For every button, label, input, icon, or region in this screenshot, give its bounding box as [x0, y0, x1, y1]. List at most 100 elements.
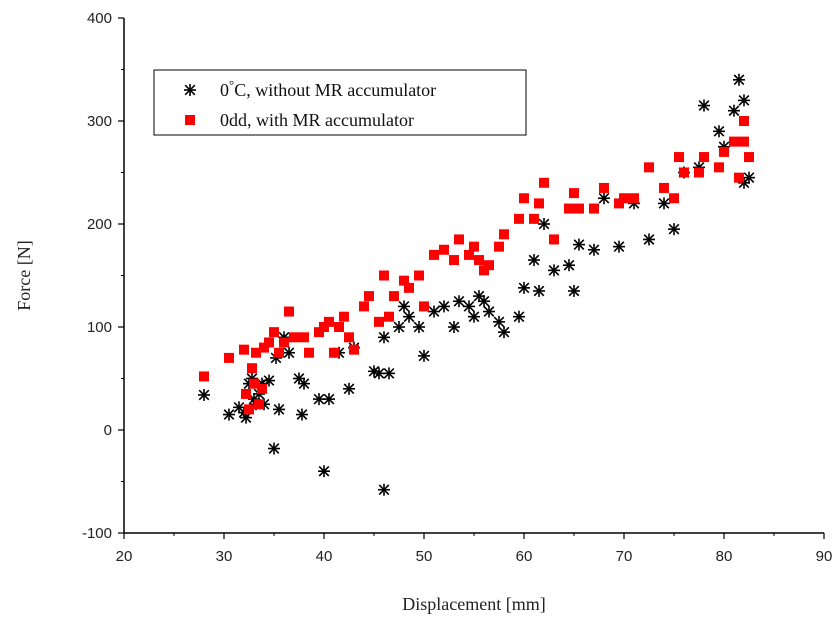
data-point-series-2 — [389, 291, 399, 302]
data-point-series-2 — [344, 332, 354, 343]
x-tick-label: 90 — [816, 548, 832, 565]
data-point-series-2 — [359, 301, 369, 312]
data-point-series-2 — [257, 383, 267, 394]
data-point-series-2 — [744, 152, 754, 163]
data-point-series-2 — [199, 371, 209, 382]
data-point-series-2 — [574, 203, 584, 214]
y-tick-label: 200 — [87, 216, 112, 233]
data-point-series-1 — [438, 300, 450, 313]
legend-marker-series-2 — [185, 115, 195, 125]
data-point-series-1 — [323, 393, 335, 406]
x-tick-label: 70 — [616, 548, 633, 565]
data-point-series-2 — [534, 198, 544, 209]
data-point-series-2 — [364, 291, 374, 302]
series-2 — [199, 116, 754, 415]
data-point-series-1 — [448, 321, 460, 333]
data-point-series-2 — [479, 265, 489, 276]
y-tick-label: 100 — [87, 319, 112, 336]
data-point-series-2 — [264, 337, 274, 348]
data-point-series-2 — [404, 282, 414, 293]
data-point-series-1 — [528, 254, 540, 267]
legend-label-series-2: 0dd, with MR accumulator — [220, 110, 414, 130]
data-point-series-2 — [674, 152, 684, 163]
data-point-series-1 — [698, 99, 710, 112]
data-point-series-2 — [429, 249, 439, 260]
data-point-series-2 — [414, 270, 424, 281]
data-point-series-2 — [564, 203, 574, 214]
data-point-series-2 — [719, 146, 729, 157]
data-point-series-1 — [383, 367, 395, 380]
x-tick-label: 80 — [716, 548, 733, 565]
data-point-series-2 — [454, 234, 464, 245]
data-point-series-2 — [669, 193, 679, 204]
y-tick-label: 0 — [104, 422, 112, 439]
y-tick-label: 400 — [87, 10, 112, 27]
data-point-series-2 — [449, 255, 459, 266]
data-point-series-2 — [349, 344, 359, 355]
data-point-series-1 — [493, 315, 505, 328]
legend-label-series-1: 0°C, without MR accumulator — [220, 77, 436, 100]
data-point-series-2 — [244, 404, 254, 415]
data-point-series-2 — [729, 136, 739, 147]
data-point-series-1 — [733, 73, 745, 86]
data-point-series-1 — [283, 346, 295, 359]
data-point-series-2 — [619, 193, 629, 204]
data-point-series-1 — [743, 171, 755, 184]
legend-marker-series-1 — [184, 84, 196, 96]
data-point-series-2 — [569, 188, 579, 199]
y-ticks: -100 0 100 200 300 400 — [82, 10, 124, 542]
data-point-series-2 — [224, 352, 234, 363]
data-point-series-1 — [398, 300, 410, 313]
data-point-series-1 — [198, 388, 210, 401]
data-point-series-1 — [378, 483, 390, 496]
data-point-series-2 — [239, 344, 249, 355]
data-point-series-1 — [483, 305, 495, 318]
data-point-series-2 — [324, 316, 334, 327]
x-ticks: 20 30 40 50 60 70 80 90 — [116, 533, 832, 565]
data-point-series-1 — [393, 321, 405, 333]
data-point-series-2 — [599, 182, 609, 193]
data-point-series-2 — [739, 136, 749, 147]
data-point-series-2 — [519, 193, 529, 204]
data-point-series-2 — [259, 342, 269, 353]
data-point-series-1 — [343, 382, 355, 395]
data-point-series-1 — [240, 411, 252, 424]
data-point-series-2 — [659, 182, 669, 193]
data-point-series-1 — [428, 305, 440, 318]
data-point-series-1 — [268, 442, 280, 455]
data-point-series-2 — [539, 177, 549, 188]
data-point-series-2 — [314, 327, 324, 338]
data-point-series-2 — [249, 378, 259, 389]
data-point-series-2 — [279, 337, 289, 348]
legend-square-marker — [185, 115, 195, 125]
data-point-series-1 — [668, 223, 680, 236]
data-point-series-2 — [699, 152, 709, 163]
y-tick-label: 300 — [87, 113, 112, 130]
data-point-series-1 — [738, 94, 750, 107]
data-point-series-2 — [334, 322, 344, 332]
data-point-series-1 — [468, 310, 480, 323]
data-point-series-1 — [296, 408, 308, 421]
data-point-series-1 — [273, 403, 285, 416]
data-point-series-2 — [304, 347, 314, 358]
data-point-series-1 — [478, 295, 490, 308]
data-point-series-1 — [713, 125, 725, 138]
legend-asterisk-marker — [184, 84, 196, 96]
data-point-series-1 — [613, 240, 625, 253]
data-point-series-1 — [513, 310, 525, 323]
y-axis-title: Force [N] — [14, 240, 34, 310]
data-point-series-1 — [533, 284, 545, 297]
data-point-series-2 — [739, 116, 749, 126]
x-axis-title: Displacement [mm] — [402, 594, 545, 614]
data-point-series-2 — [614, 198, 624, 209]
data-point-series-2 — [589, 203, 599, 214]
data-point-series-2 — [694, 167, 704, 178]
data-point-series-2 — [269, 327, 279, 338]
data-point-series-2 — [514, 213, 524, 224]
data-point-series-2 — [679, 167, 689, 178]
data-point-series-1 — [588, 243, 600, 256]
axes: 20 30 40 50 60 70 80 90 -100 0 100 200 300 400 — [82, 10, 832, 565]
data-point-series-2 — [399, 275, 409, 286]
data-point-series-2 — [484, 260, 494, 271]
